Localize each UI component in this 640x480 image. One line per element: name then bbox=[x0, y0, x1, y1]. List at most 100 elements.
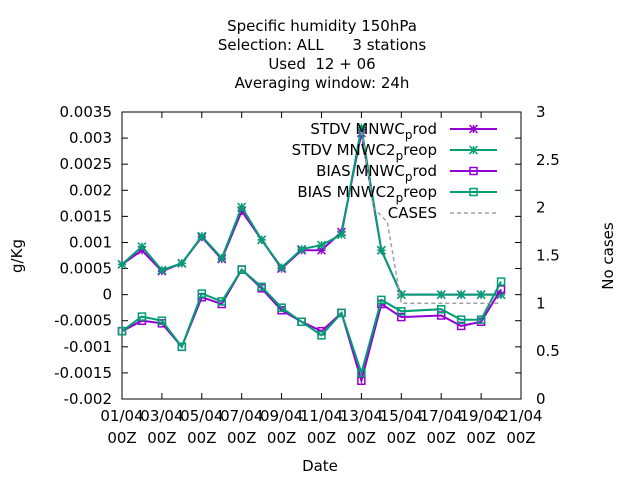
data-point bbox=[177, 342, 187, 352]
legend-label: STDV MNWC2preop bbox=[292, 141, 437, 163]
y2-tick-label: 0.5 bbox=[536, 342, 560, 360]
y-tick-label: 0.0005 bbox=[60, 260, 113, 278]
data-point bbox=[157, 316, 167, 325]
legend-label-tail: rod bbox=[412, 162, 437, 180]
legend-label-main: BIAS MNWC bbox=[316, 162, 405, 180]
data-point bbox=[197, 231, 207, 241]
x-tick-label-date: 17/04 bbox=[420, 407, 463, 425]
title-line: Averaging window: 24h bbox=[235, 74, 410, 92]
legend-label-tail: reop bbox=[403, 183, 437, 201]
legend-entry: BIAS MNWC2preop bbox=[297, 183, 497, 205]
data-point bbox=[117, 259, 127, 269]
x-tick-label-date: 21/04 bbox=[499, 407, 542, 425]
y-tick-label: 0.001 bbox=[69, 233, 112, 251]
data-point bbox=[476, 315, 486, 324]
x-tick-label-time: 00Z bbox=[227, 429, 256, 447]
y-tick-label: 0.0035 bbox=[60, 103, 113, 121]
y-tick-label: -0.001 bbox=[64, 338, 112, 356]
series-4 bbox=[360, 130, 501, 305]
x-tick-label-time: 00Z bbox=[347, 429, 376, 447]
legend-entry: STDV MNWCprod bbox=[310, 120, 497, 142]
y2-tick-label: 0 bbox=[536, 390, 546, 408]
legend-entry: BIAS MNWCprod bbox=[316, 162, 497, 184]
x-tick-label-time: 00Z bbox=[187, 429, 216, 447]
x-tick-label-time: 00Z bbox=[427, 429, 456, 447]
data-point bbox=[197, 289, 207, 298]
data-point bbox=[377, 295, 386, 305]
y2-tick-label: 1 bbox=[536, 294, 546, 312]
data-point bbox=[396, 290, 406, 300]
y-axis-ticks: 0.0035 0.003 0.0025 0.002 0.0015 0.001 0.0005 0… bbox=[54, 103, 521, 408]
x-tick-label-time: 00Z bbox=[107, 429, 136, 447]
x-tick-label-date: 19/04 bbox=[459, 407, 502, 425]
y-tick-label: 0.0015 bbox=[60, 207, 113, 225]
y-tick-label: 0 bbox=[102, 286, 112, 304]
data-point bbox=[277, 262, 287, 273]
data-point bbox=[117, 326, 127, 336]
y2-axis-label: No cases bbox=[599, 222, 617, 290]
x-tick-label-date: 07/04 bbox=[220, 407, 263, 425]
data-point bbox=[257, 235, 267, 245]
legend-label-main: STDV MNWC2 bbox=[292, 141, 396, 159]
x-tick-label-time: 00Z bbox=[307, 429, 336, 447]
y-axis-label: g/Kg bbox=[8, 239, 26, 273]
data-point bbox=[297, 244, 307, 254]
legend-entry: STDV MNWC2preop bbox=[292, 141, 497, 163]
y2-tick-label: 2.5 bbox=[536, 151, 560, 169]
legend-entry: CASES bbox=[388, 204, 497, 222]
series-2 bbox=[117, 265, 506, 385]
series-1 bbox=[117, 123, 506, 300]
legend-label-sub: p bbox=[396, 191, 404, 205]
x-tick-label-time: 00Z bbox=[506, 429, 535, 447]
data-point bbox=[357, 376, 366, 385]
legend-swatch-marker bbox=[468, 124, 479, 134]
y2-tick-label: 2 bbox=[536, 199, 546, 217]
y2-tick-label: 1.5 bbox=[536, 247, 560, 265]
y2-axis-ticks: 3 2.5 2 1.5 1 0.5 0 bbox=[536, 103, 560, 408]
data-point bbox=[397, 307, 406, 316]
data-point bbox=[436, 304, 446, 314]
data-point bbox=[357, 368, 366, 378]
y-tick-label: -0.0005 bbox=[54, 312, 112, 330]
x-tick-label-date: 15/04 bbox=[380, 407, 423, 425]
legend-label-tail: rod bbox=[412, 120, 437, 138]
legend-label: CASES bbox=[388, 204, 437, 222]
x-tick-label-date: 09/04 bbox=[260, 407, 303, 425]
series-line bbox=[360, 130, 501, 305]
x-tick-label-time: 00Z bbox=[466, 429, 495, 447]
y-tick-label: -0.002 bbox=[64, 390, 112, 408]
x-tick-label-date: 01/04 bbox=[100, 407, 143, 425]
legend-label-main: CASES bbox=[388, 204, 437, 222]
series-lines bbox=[117, 123, 506, 385]
title-line: Specific humidity 150hPa bbox=[227, 17, 417, 35]
legend-label: BIAS MNWCprod bbox=[316, 162, 437, 184]
x-tick-label-date: 13/04 bbox=[340, 407, 383, 425]
data-point bbox=[297, 317, 306, 327]
x-tick-label-date: 11/04 bbox=[300, 407, 343, 425]
data-point bbox=[137, 312, 147, 321]
x-tick-label-date: 03/04 bbox=[140, 407, 183, 425]
legend-label-sub: p bbox=[396, 149, 404, 163]
data-point bbox=[237, 265, 246, 274]
y-tick-label: 0.002 bbox=[69, 181, 112, 199]
data-point bbox=[177, 258, 187, 268]
series-3 bbox=[117, 265, 506, 378]
legend-label-main: STDV MNWC bbox=[310, 120, 404, 138]
legend-label: STDV MNWCprod bbox=[310, 120, 437, 142]
data-point bbox=[436, 290, 446, 300]
legend-label-sub: p bbox=[405, 170, 413, 184]
data-point bbox=[316, 240, 327, 250]
title-line: Selection: ALL 3 stations bbox=[218, 36, 426, 54]
legend-label: BIAS MNWC2preop bbox=[297, 183, 437, 205]
y-tick-label: -0.0015 bbox=[54, 364, 112, 382]
data-point bbox=[496, 277, 506, 286]
data-point bbox=[277, 303, 286, 312]
legend-label-tail: reop bbox=[403, 141, 437, 159]
x-tick-label-time: 00Z bbox=[267, 429, 296, 447]
x-tick-label-time: 00Z bbox=[387, 429, 416, 447]
data-point bbox=[356, 123, 366, 133]
legend-swatch-marker bbox=[468, 145, 479, 155]
data-point bbox=[456, 290, 466, 300]
